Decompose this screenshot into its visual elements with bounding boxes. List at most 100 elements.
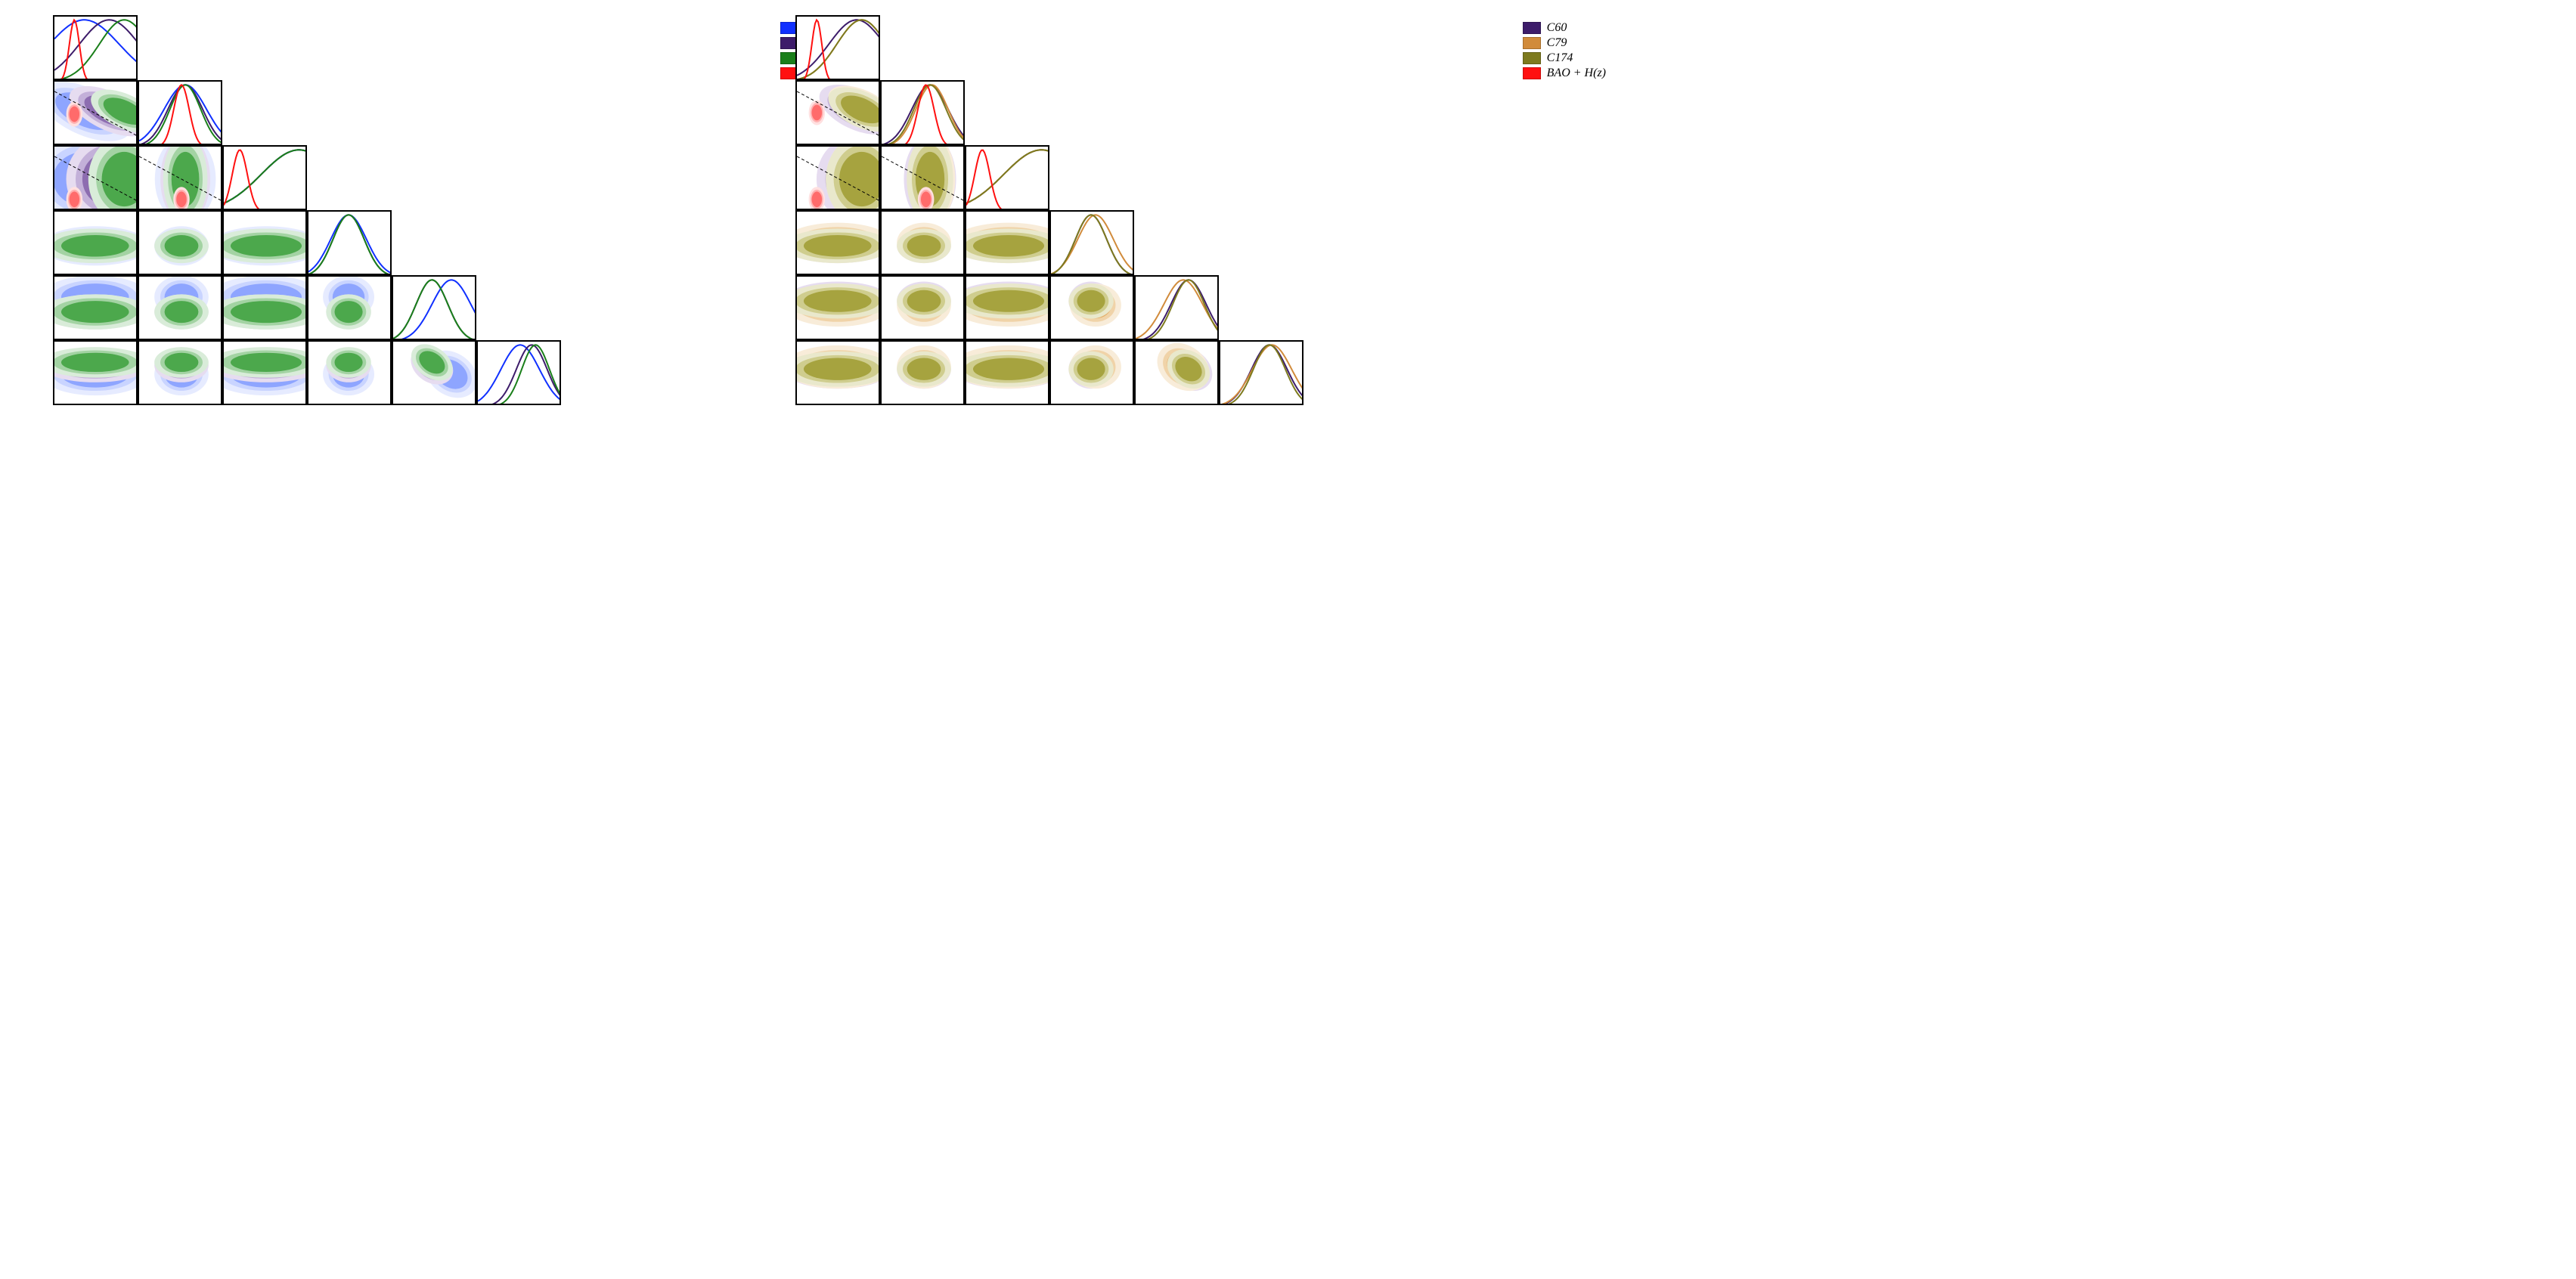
marginal-cell <box>1049 210 1134 275</box>
marginal-svg <box>308 212 392 275</box>
legend-swatch <box>1523 67 1541 79</box>
contour-cell: σext0.560.480.400.320.24 <box>53 210 138 275</box>
corner-grid: Ωk01.00.50.0-0.5-1.0 α8642 <box>53 15 561 405</box>
legend-label: C60 <box>1547 21 1567 35</box>
contour-svg <box>882 212 965 275</box>
corner-plot-right: C60C79C174BAO + H(z)Ωk00.50.0-0.5-1.0 α8… <box>758 15 1455 443</box>
contour-cell: α2468 <box>222 340 307 405</box>
marginal-svg <box>393 277 476 340</box>
contour-svg <box>966 342 1049 405</box>
marginal-cell <box>138 80 222 145</box>
figure-container: C51C60C101BAO + H(z)Ωk01.00.50.0-0.5-1.0… <box>15 15 2561 443</box>
marginal-cell <box>795 15 880 80</box>
contour-cell: Ωk00.50.0-0.5-1.0 <box>795 80 880 145</box>
contour-svg <box>54 277 138 340</box>
legend-label: C174 <box>1547 51 1573 65</box>
marginal-cell <box>307 210 392 275</box>
legend-label: C79 <box>1547 36 1567 50</box>
marginal-svg <box>139 82 222 145</box>
marginal-cell <box>880 80 965 145</box>
contour-cell: q051.050.550.049.549.0 <box>795 275 880 340</box>
contour-cell <box>307 275 392 340</box>
contour-svg <box>966 212 1049 275</box>
marginal-svg <box>966 147 1049 210</box>
contour-svg <box>54 82 138 145</box>
marginal-svg <box>882 82 965 145</box>
corner-grid: Ωk00.50.0-0.5-1.0 α8642 <box>795 15 1303 405</box>
contour-svg <box>797 147 880 210</box>
marginal-cell <box>53 15 138 80</box>
marginal-svg <box>224 147 307 210</box>
marginal-cell: q10.000.250.500.751.00 <box>476 340 561 405</box>
contour-svg <box>224 212 307 275</box>
contour-svg <box>139 342 222 405</box>
contour-cell <box>880 210 965 275</box>
marginal-cell <box>1134 275 1219 340</box>
contour-svg <box>54 147 138 210</box>
contour-svg <box>308 277 392 340</box>
contour-cell: σext0.560.480.400.320.24 <box>795 210 880 275</box>
contour-svg <box>882 147 965 210</box>
legend: C60C79C174 BAO + H(z) <box>1523 21 1606 82</box>
legend-swatch <box>1523 37 1541 49</box>
contour-svg <box>882 277 965 340</box>
contour-svg <box>966 277 1049 340</box>
marginal-cell <box>965 145 1049 210</box>
legend-swatch <box>1523 52 1541 64</box>
contour-cell: α2468 <box>965 340 1049 405</box>
contour-cell <box>1049 275 1134 340</box>
contour-cell: q11.00.80.60.40.2Ωm00.20.40.60.8 <box>795 340 880 405</box>
contour-cell: q049.650.451.2 <box>392 340 476 405</box>
marginal-svg <box>797 17 880 80</box>
contour-svg <box>224 277 307 340</box>
marginal-svg <box>54 17 138 80</box>
marginal-svg <box>478 342 561 405</box>
contour-svg <box>308 342 392 405</box>
contour-svg <box>797 342 880 405</box>
contour-cell <box>880 145 965 210</box>
contour-cell: α8642 <box>53 145 138 210</box>
contour-cell <box>138 145 222 210</box>
contour-svg <box>797 277 880 340</box>
legend-swatch <box>1523 22 1541 34</box>
contour-svg <box>54 212 138 275</box>
marginal-cell: q10.20.40.60.81.0 <box>1219 340 1303 405</box>
contour-svg <box>797 212 880 275</box>
contour-svg <box>1051 277 1134 340</box>
legend-item: BAO + H(z) <box>1523 67 1606 80</box>
legend-item: C79 <box>1523 36 1606 50</box>
contour-svg <box>224 342 307 405</box>
contour-svg <box>882 342 965 405</box>
contour-svg <box>54 342 138 405</box>
marginal-cell <box>392 275 476 340</box>
legend-item: C60 <box>1523 21 1606 35</box>
contour-cell: q051.250.449.6 <box>53 275 138 340</box>
contour-cell <box>880 275 965 340</box>
contour-svg <box>139 212 222 275</box>
contour-cell: σext0.240.320.400.480.56 <box>1049 340 1134 405</box>
contour-cell: Ωk01.00.50.0-0.5-1.0 <box>53 80 138 145</box>
marginal-cell <box>222 145 307 210</box>
contour-svg <box>393 342 476 405</box>
contour-svg <box>797 82 880 145</box>
contour-cell: Ωk0-1.0-0.50.00.5 <box>880 340 965 405</box>
contour-cell: q11.000.750.500.250.00Ωm00.20.40.60.8 <box>53 340 138 405</box>
legend-label: BAO + H(z) <box>1547 67 1606 80</box>
corner-plot-left: C51C60C101BAO + H(z)Ωk01.00.50.0-0.5-1.0… <box>15 15 712 443</box>
contour-svg <box>139 147 222 210</box>
marginal-svg <box>1220 342 1303 405</box>
contour-cell: q049.049.550.050.551.0 <box>1134 340 1219 405</box>
contour-cell <box>222 275 307 340</box>
contour-cell <box>965 210 1049 275</box>
marginal-svg <box>1051 212 1134 275</box>
contour-cell <box>965 275 1049 340</box>
contour-cell <box>222 210 307 275</box>
contour-cell <box>138 210 222 275</box>
contour-cell: α8642 <box>795 145 880 210</box>
contour-cell <box>138 275 222 340</box>
contour-svg <box>1136 342 1219 405</box>
marginal-svg <box>1136 277 1219 340</box>
contour-svg <box>139 277 222 340</box>
legend-item: C174 <box>1523 51 1606 65</box>
contour-cell: Ωk0-1.0-0.50.00.51.0 <box>138 340 222 405</box>
